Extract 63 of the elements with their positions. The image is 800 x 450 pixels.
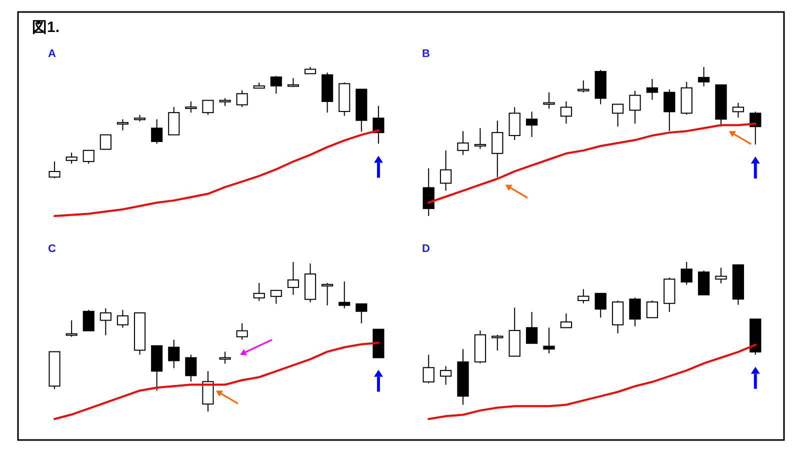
chart-title: A bbox=[48, 48, 56, 60]
candlestick bbox=[698, 270, 710, 296]
candlestick bbox=[612, 300, 624, 334]
candlestick bbox=[48, 161, 60, 179]
candlestick bbox=[715, 267, 727, 284]
candlestick bbox=[338, 280, 350, 309]
candlestick bbox=[287, 262, 300, 296]
candlestick bbox=[698, 66, 710, 87]
candlestick bbox=[168, 106, 180, 136]
candlestick bbox=[236, 322, 248, 340]
candlestick bbox=[646, 78, 658, 100]
candlestick bbox=[594, 292, 606, 318]
candlestick bbox=[492, 334, 504, 351]
candlestick bbox=[732, 102, 744, 118]
candlestick bbox=[508, 106, 520, 141]
candlestick bbox=[560, 312, 572, 328]
candlestick bbox=[185, 100, 197, 114]
candlestick bbox=[270, 75, 282, 94]
candlestick bbox=[612, 104, 624, 128]
candlestick bbox=[66, 152, 78, 164]
candlestick bbox=[629, 90, 641, 124]
candlestick bbox=[664, 88, 676, 132]
candlestick bbox=[116, 118, 129, 131]
candlestick bbox=[543, 92, 555, 110]
candlestick bbox=[66, 320, 78, 338]
chart-title: D bbox=[422, 243, 430, 255]
candlestick bbox=[219, 351, 231, 364]
candlestick bbox=[646, 300, 658, 318]
candlestick bbox=[422, 354, 434, 384]
candlestick bbox=[440, 366, 452, 386]
candlestick bbox=[578, 288, 590, 304]
candlestick bbox=[322, 282, 334, 306]
candlestick bbox=[372, 105, 384, 144]
caption: 図1. bbox=[32, 19, 60, 36]
candlestick bbox=[236, 90, 248, 108]
candlestick bbox=[253, 282, 265, 302]
candlestick bbox=[492, 120, 504, 178]
candlestick bbox=[100, 134, 112, 150]
candlestick bbox=[526, 311, 538, 344]
candlestick bbox=[356, 303, 368, 324]
candlestick bbox=[185, 354, 197, 382]
candlestick bbox=[422, 168, 434, 216]
candlestick bbox=[750, 111, 762, 145]
candlestick bbox=[457, 130, 469, 156]
candlestick bbox=[82, 309, 94, 332]
candlestick bbox=[202, 370, 214, 412]
chart-title: C bbox=[48, 243, 56, 255]
candlestick bbox=[526, 111, 538, 138]
candlestick bbox=[543, 327, 555, 354]
candlestick bbox=[270, 290, 282, 304]
candlestick bbox=[116, 309, 129, 328]
candlestick bbox=[578, 80, 590, 93]
chart-title: B bbox=[422, 48, 430, 60]
candlestick bbox=[440, 150, 452, 192]
candlestick bbox=[680, 262, 692, 286]
candlestick bbox=[151, 118, 163, 144]
candlestick bbox=[629, 297, 641, 327]
candlestick bbox=[474, 128, 486, 150]
candlestick bbox=[168, 339, 180, 369]
candlestick bbox=[202, 100, 214, 116]
candlestick bbox=[100, 308, 112, 336]
candlestick bbox=[560, 100, 572, 124]
candlestick bbox=[82, 150, 94, 164]
